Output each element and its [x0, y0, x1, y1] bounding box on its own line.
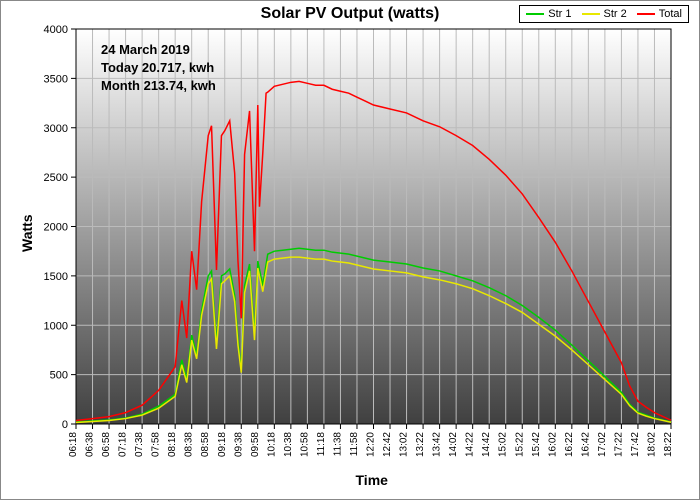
svg-text:13:42: 13:42	[432, 432, 443, 457]
svg-text:4000: 4000	[44, 24, 68, 36]
svg-text:17:22: 17:22	[613, 432, 624, 457]
svg-text:14:42: 14:42	[481, 432, 492, 457]
svg-text:0: 0	[62, 419, 68, 431]
x-axis-label: Time	[356, 472, 388, 488]
svg-text:09:18: 09:18	[217, 432, 228, 457]
svg-text:12:20: 12:20	[366, 432, 377, 457]
svg-text:11:58: 11:58	[349, 432, 360, 457]
svg-text:10:58: 10:58	[299, 432, 310, 457]
svg-text:10:38: 10:38	[283, 432, 294, 457]
svg-text:500: 500	[50, 370, 68, 382]
svg-text:06:38: 06:38	[85, 432, 96, 457]
svg-text:16:02: 16:02	[547, 432, 558, 457]
chart-container: Solar PV Output (watts) Str 1 Str 2 Tota…	[0, 0, 700, 500]
svg-text:15:42: 15:42	[531, 432, 542, 457]
annotation-date: 24 March 2019	[101, 41, 216, 59]
svg-text:06:18: 06:18	[68, 432, 79, 457]
svg-text:13:02: 13:02	[399, 432, 410, 457]
svg-text:07:58: 07:58	[151, 432, 162, 457]
svg-text:06:58: 06:58	[101, 432, 112, 457]
annotation-block: 24 March 2019 Today 20.717, kwh Month 21…	[101, 41, 216, 96]
svg-text:10:18: 10:18	[266, 432, 277, 457]
svg-text:11:38: 11:38	[332, 432, 343, 457]
svg-text:09:58: 09:58	[250, 432, 261, 457]
svg-text:2500: 2500	[44, 172, 68, 184]
svg-text:16:22: 16:22	[564, 432, 575, 457]
svg-text:1500: 1500	[44, 271, 68, 283]
svg-text:08:38: 08:38	[184, 432, 195, 457]
svg-text:3000: 3000	[44, 123, 68, 135]
svg-text:09:38: 09:38	[233, 432, 244, 457]
svg-text:17:42: 17:42	[630, 432, 641, 457]
svg-text:3500: 3500	[44, 73, 68, 85]
svg-text:14:02: 14:02	[448, 432, 459, 457]
svg-text:16:42: 16:42	[580, 432, 591, 457]
svg-text:18:22: 18:22	[663, 432, 674, 457]
svg-text:07:38: 07:38	[134, 432, 145, 457]
annotation-month: Month 213.74, kwh	[101, 77, 216, 95]
svg-text:08:18: 08:18	[167, 432, 178, 457]
svg-text:11:18: 11:18	[316, 432, 327, 457]
svg-text:07:18: 07:18	[118, 432, 129, 457]
svg-text:2000: 2000	[44, 222, 68, 234]
annotation-today: Today 20.717, kwh	[101, 59, 216, 77]
svg-text:15:22: 15:22	[514, 432, 525, 457]
svg-text:17:02: 17:02	[597, 432, 608, 457]
svg-text:12:42: 12:42	[382, 432, 393, 457]
svg-text:18:02: 18:02	[646, 432, 657, 457]
svg-text:14:22: 14:22	[465, 432, 476, 457]
svg-text:13:22: 13:22	[415, 432, 426, 457]
y-axis-label: Watts	[19, 214, 35, 252]
svg-text:08:58: 08:58	[200, 432, 211, 457]
svg-text:1000: 1000	[44, 320, 68, 332]
svg-text:15:02: 15:02	[498, 432, 509, 457]
